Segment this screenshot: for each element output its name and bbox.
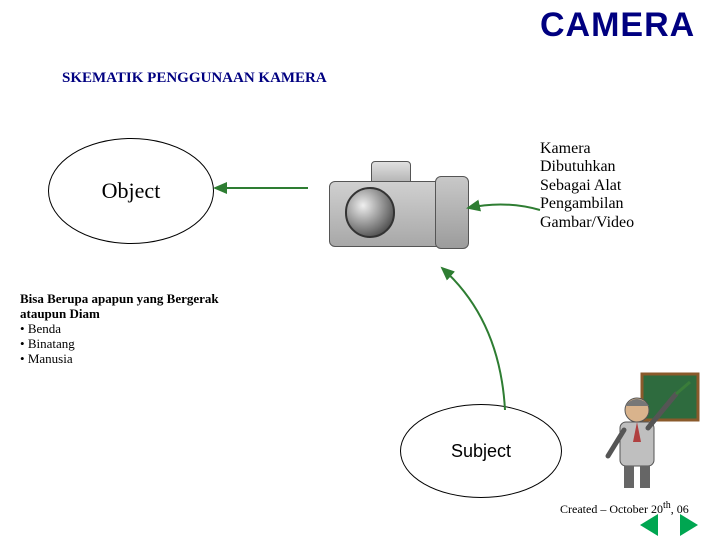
subject-node-label: Subject bbox=[451, 441, 511, 462]
object-desc-bullet: • Manusia bbox=[20, 352, 260, 367]
slide-stage: CAMERA SKEMATIK PENGGUNAAN KAMERA Object… bbox=[0, 0, 720, 540]
object-node-ellipse: Object bbox=[48, 138, 214, 244]
camera-image bbox=[310, 150, 470, 260]
camera-description: Kamera Dibutuhkan Sebagai Alat Pengambil… bbox=[540, 140, 634, 232]
teacher-image bbox=[590, 370, 700, 495]
page-title: CAMERA bbox=[540, 6, 695, 45]
subject-node-ellipse: Subject bbox=[400, 404, 562, 498]
object-node-label: Object bbox=[102, 178, 161, 204]
nav-next-button[interactable] bbox=[680, 514, 698, 536]
slide-subtitle: SKEMATIK PENGGUNAAN KAMERA bbox=[62, 70, 327, 87]
object-description: Bisa Berupa apapun yang Bergerak ataupun… bbox=[20, 292, 260, 367]
object-desc-bullet: • Binatang bbox=[20, 337, 260, 352]
camera-desc-line: Gambar/Video bbox=[540, 214, 634, 232]
nav-prev-button[interactable] bbox=[640, 514, 658, 536]
object-desc-bullet: • Benda bbox=[20, 322, 260, 337]
camera-desc-line: Kamera bbox=[540, 140, 634, 158]
camera-desc-line: Dibutuhkan bbox=[540, 158, 634, 176]
camera-desc-line: Sebagai Alat bbox=[540, 177, 634, 195]
camera-desc-line: Pengambilan bbox=[540, 195, 634, 213]
footer-sup: th bbox=[663, 500, 671, 511]
object-desc-header: Bisa Berupa apapun yang Bergerak ataupun… bbox=[20, 292, 260, 322]
created-footer: Created – October 20th, 06 bbox=[560, 500, 689, 517]
